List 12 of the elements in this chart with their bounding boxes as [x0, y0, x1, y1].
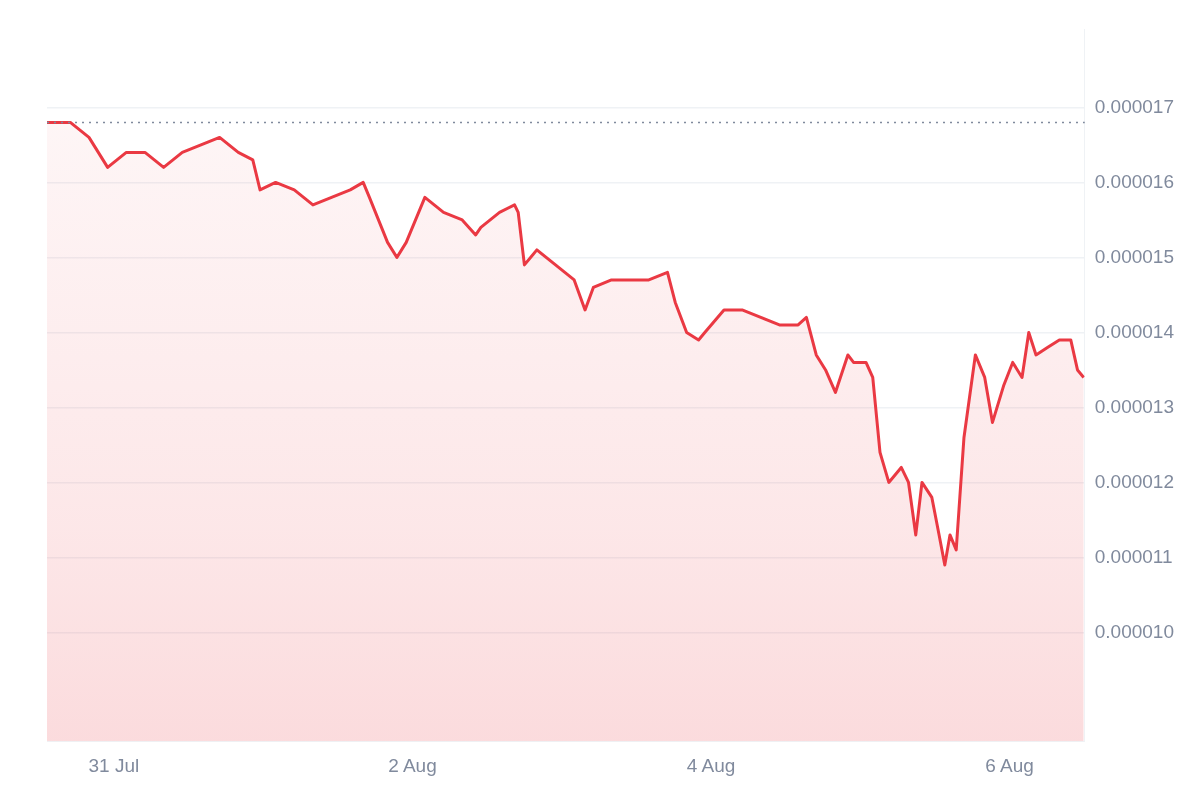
x-tick-label: 31 Jul [88, 754, 140, 776]
y-tick-label: 0.000017 [1094, 95, 1174, 117]
x-tick-label: 4 Aug [686, 754, 736, 776]
x-tick-label: 6 Aug [985, 754, 1034, 776]
y-tick-label: 0.000016 [1094, 170, 1174, 192]
y-tick-label: 0.000012 [1094, 470, 1174, 492]
x-tick-label: 2 Aug [388, 754, 437, 776]
y-tick-label: 0.000015 [1094, 245, 1174, 267]
y-tick-label: 0.000010 [1094, 620, 1174, 642]
y-tick-label: 0.000014 [1094, 320, 1175, 342]
y-tick-label: 0.000011 [1094, 545, 1173, 567]
y-tick-label: 0.000013 [1094, 395, 1174, 417]
